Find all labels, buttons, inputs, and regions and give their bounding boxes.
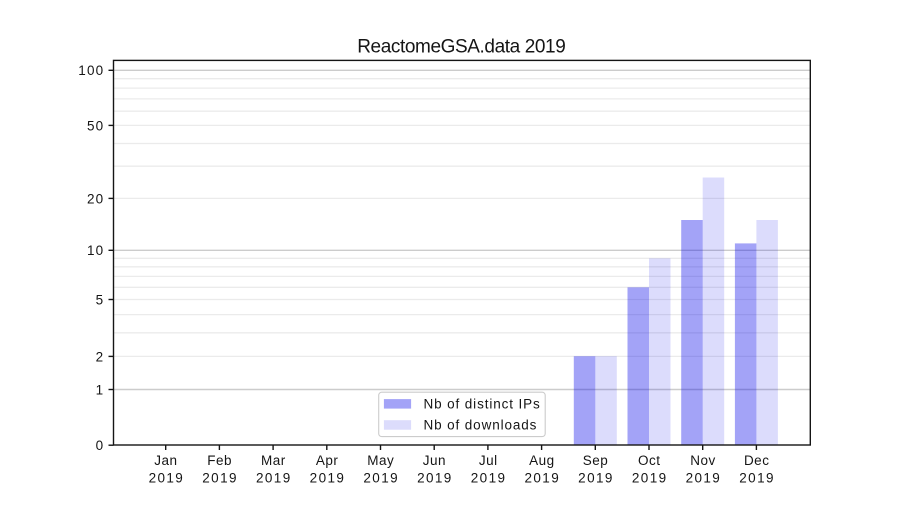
svg-text:2019: 2019 — [632, 470, 668, 485]
svg-text:2019: 2019 — [578, 470, 614, 485]
svg-text:2019: 2019 — [256, 470, 292, 485]
svg-text:1: 1 — [96, 382, 105, 397]
svg-text:20: 20 — [87, 191, 104, 206]
svg-text:Jul: Jul — [479, 453, 498, 468]
svg-text:2019: 2019 — [686, 470, 722, 485]
svg-text:2019: 2019 — [310, 470, 346, 485]
svg-text:ReactomeGSA.data 2019: ReactomeGSA.data 2019 — [357, 37, 565, 58]
svg-text:2019: 2019 — [363, 470, 399, 485]
svg-text:Aug: Aug — [529, 453, 555, 468]
svg-text:Jun: Jun — [423, 453, 446, 468]
svg-text:Nov: Nov — [690, 453, 716, 468]
svg-text:5: 5 — [96, 292, 105, 307]
svg-text:Oct: Oct — [638, 453, 661, 468]
svg-text:Dec: Dec — [744, 453, 770, 468]
svg-text:2019: 2019 — [471, 470, 507, 485]
svg-text:Sep: Sep — [583, 453, 609, 468]
svg-text:0: 0 — [96, 438, 105, 453]
svg-text:Mar: Mar — [261, 453, 286, 468]
svg-text:Nb of downloads: Nb of downloads — [424, 418, 538, 433]
svg-text:May: May — [367, 453, 394, 468]
svg-text:2019: 2019 — [524, 470, 560, 485]
svg-text:50: 50 — [87, 118, 104, 133]
svg-text:10: 10 — [87, 243, 104, 258]
svg-text:100: 100 — [78, 63, 104, 78]
svg-text:2019: 2019 — [417, 470, 453, 485]
svg-text:Apr: Apr — [316, 453, 339, 468]
svg-text:2019: 2019 — [739, 470, 775, 485]
svg-text:Feb: Feb — [207, 453, 232, 468]
svg-text:Jan: Jan — [154, 453, 177, 468]
svg-text:Nb of distinct IPs: Nb of distinct IPs — [424, 396, 541, 411]
svg-text:2019: 2019 — [149, 470, 185, 485]
svg-text:2019: 2019 — [202, 470, 238, 485]
svg-text:2: 2 — [96, 349, 105, 364]
